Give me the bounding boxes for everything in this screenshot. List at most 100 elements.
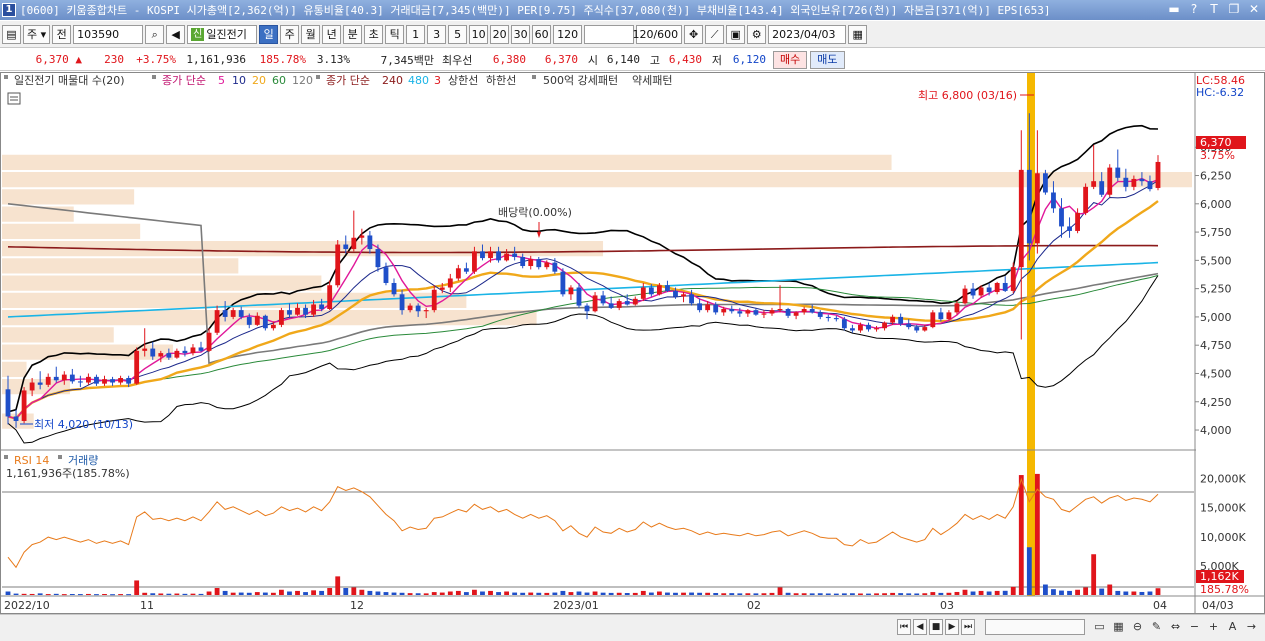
candle-body <box>681 294 686 297</box>
legend-ma240: 240 <box>382 74 403 87</box>
candle-body <box>391 282 397 295</box>
tab-day[interactable]: 일 <box>259 24 279 44</box>
stock-chart[interactable]: 일진전기 매물대 수(20) 종가 단순 5 10 20 60 120 종가 단… <box>0 72 1265 614</box>
interval-1[interactable]: 1 <box>406 24 426 44</box>
volume-bar <box>1026 547 1032 595</box>
volume-bar <box>303 592 308 595</box>
volume-profile-bar <box>2 327 114 343</box>
tab-tick[interactable]: 틱 <box>385 24 405 44</box>
candle-body <box>126 378 132 384</box>
prev-icon[interactable]: ◀ <box>913 619 927 635</box>
date-tick: 12 <box>350 599 364 612</box>
tab-minute[interactable]: 분 <box>343 24 363 44</box>
volume-bar <box>906 593 912 595</box>
legend-weak[interactable]: 약세패턴 <box>632 73 672 87</box>
candle-body <box>1051 192 1056 209</box>
volume-bar <box>335 576 341 595</box>
candle-body <box>69 374 75 382</box>
restore-icon[interactable]: ❐ <box>1228 2 1240 16</box>
volume-bar <box>69 594 75 596</box>
pin-icon[interactable]: T <box>1210 2 1218 16</box>
volume-bar <box>954 591 960 595</box>
candle-body <box>1034 173 1040 244</box>
rsi-label[interactable]: RSI 14 <box>14 454 49 467</box>
wide-icon[interactable]: ⇔ <box>1170 620 1181 633</box>
legend-limit-up[interactable]: 상한선 <box>448 74 478 87</box>
next-icon[interactable]: ▶ <box>945 619 959 635</box>
minimize-icon[interactable]: ▬ <box>1168 2 1180 16</box>
grid-icon[interactable]: ▦ <box>1113 620 1124 633</box>
stop-icon[interactable]: ■ <box>929 619 943 635</box>
volume-bar <box>254 592 260 595</box>
candle-body <box>938 312 944 320</box>
zoom-out-icon[interactable]: ⊖ <box>1132 620 1143 633</box>
search-icon[interactable]: ⌕ <box>145 24 165 44</box>
layout-icon[interactable]: ▤ <box>2 24 21 44</box>
legend-vp[interactable]: 일진전기 매물대 수(20) <box>14 73 125 87</box>
volume-bar <box>1115 590 1121 595</box>
custom-interval-input[interactable] <box>584 24 635 44</box>
market-select[interactable]: 주 ▾ <box>23 24 51 44</box>
volume-label[interactable]: 거래량 <box>68 454 98 467</box>
volume-bar <box>640 590 646 595</box>
first-icon[interactable]: ⏮ <box>897 619 911 635</box>
last-ratio-tag: 185.78% <box>1200 583 1249 596</box>
last-icon[interactable]: ⏭ <box>961 619 975 635</box>
arrow-icon[interactable]: → <box>1246 620 1257 633</box>
zoom-slider[interactable] <box>985 619 1085 635</box>
save-icon[interactable]: ▣ <box>726 24 746 44</box>
line-tool-icon[interactable]: ⟋ <box>705 24 725 44</box>
interval-20[interactable]: 20 <box>490 24 510 44</box>
interval-3[interactable]: 3 <box>427 24 447 44</box>
close-icon[interactable]: ✕ <box>1248 2 1260 16</box>
panel-toggle-icon[interactable] <box>7 92 21 105</box>
volume-bar <box>568 592 574 595</box>
tab-second[interactable]: 초 <box>364 24 384 44</box>
tab-month[interactable]: 월 <box>301 24 321 44</box>
chart-area[interactable]: 일진전기 매물대 수(20) 종가 단순 5 10 20 60 120 종가 단… <box>0 72 1265 614</box>
plus-icon[interactable]: + <box>1208 620 1219 633</box>
legend-pattern[interactable]: 500억 강세패턴 <box>543 74 618 87</box>
candle-body <box>769 310 775 314</box>
interval-60[interactable]: 60 <box>532 24 552 44</box>
wrench-icon[interactable]: ✎ <box>1151 620 1162 633</box>
crosshair-icon[interactable]: ✥ <box>684 24 704 44</box>
prev-button[interactable]: 전 <box>52 24 72 44</box>
last-price-tag: 6,370 <box>1200 136 1232 149</box>
interval-120[interactable]: 120 <box>553 24 583 44</box>
calendar-icon[interactable]: ▦ <box>848 24 868 44</box>
text-icon[interactable]: A <box>1228 620 1237 633</box>
volume-bar <box>986 591 992 595</box>
volume-bar <box>922 593 928 595</box>
legend-ma-long[interactable]: 종가 단순 <box>326 74 370 87</box>
candle-body <box>439 287 445 290</box>
candle-body <box>287 310 292 315</box>
legend-limit-down[interactable]: 하한선 <box>486 73 516 87</box>
tab-week[interactable]: 주 <box>280 24 300 44</box>
minus-icon[interactable]: − <box>1189 620 1200 633</box>
stock-code-input[interactable]: 103590 <box>73 24 144 44</box>
interval-30[interactable]: 30 <box>511 24 531 44</box>
gear-icon[interactable]: ⚙ <box>747 24 767 44</box>
count-input[interactable]: 120/600 <box>632 24 683 44</box>
interval-10[interactable]: 10 <box>469 24 489 44</box>
open-price: 6,140 <box>606 53 640 66</box>
speaker-icon[interactable]: ◀ <box>166 24 186 44</box>
scroll-nav: ⏮ ◀ ■ ▶ ⏭ <box>897 619 975 635</box>
volume-bar <box>174 593 180 595</box>
tab-year[interactable]: 년 <box>322 24 342 44</box>
sell-button[interactable]: 매도 <box>810 50 845 69</box>
date-axis: 2022/10 11 12 2023/01 02 03 04 04/03 <box>4 599 1234 612</box>
buy-button[interactable]: 매수 <box>773 50 808 69</box>
date-input[interactable]: 2023/04/03 <box>768 24 847 44</box>
candle-body <box>110 379 115 383</box>
layout-icon[interactable]: ▭ <box>1094 620 1105 633</box>
candle-body <box>721 309 727 313</box>
volume-bar <box>1034 473 1040 595</box>
candle-body <box>295 307 300 315</box>
question-icon[interactable]: ? <box>1190 2 1198 16</box>
interval-5[interactable]: 5 <box>448 24 468 44</box>
candle-body <box>560 271 566 295</box>
legend-ma-short[interactable]: 종가 단순 <box>162 74 206 87</box>
stock-name-field[interactable]: 신 일진전기 <box>187 24 258 44</box>
